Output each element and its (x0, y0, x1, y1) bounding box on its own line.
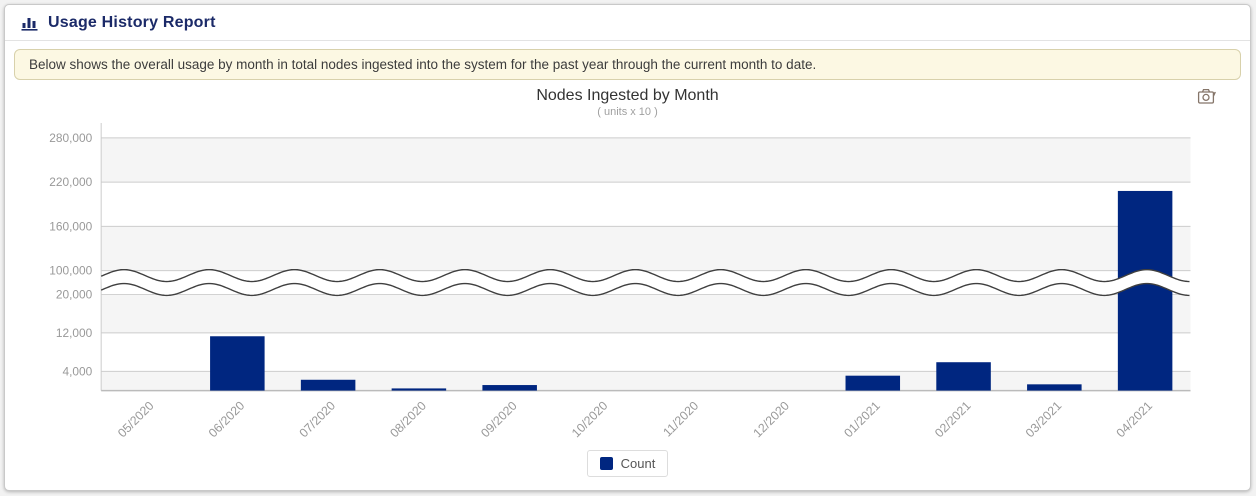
x-axis-label-01/2021: 01/2021 (841, 399, 883, 441)
x-axis-label-04/2021: 04/2021 (1114, 399, 1156, 441)
bar-06/2020[interactable] (210, 336, 265, 391)
y-axis-label: 280,000 (49, 131, 92, 145)
legend-item-count[interactable]: Count (586, 450, 669, 478)
chart-head: Nodes Ingested by Month ( units x 10 ) (5, 80, 1250, 118)
x-axis-label-05/2020: 05/2020 (115, 399, 157, 441)
bar-chart-canvas: 4,000 12,000 20,000 100,000 160,000 220,000 28… (49, 122, 1191, 441)
x-axis-label-09/2020: 09/2020 (478, 399, 520, 441)
x-axis-label-12/2020: 12/2020 (751, 399, 793, 441)
chart-title: Nodes Ingested by Month (536, 87, 719, 104)
x-axis-label-08/2020: 08/2020 (387, 399, 429, 441)
legend-row: Count (5, 450, 1250, 478)
bar-07/2020[interactable] (300, 379, 356, 391)
x-axis-label-07/2020: 07/2020 (297, 399, 339, 441)
y-axis-label: 4,000 (63, 364, 93, 378)
x-axis-label-10/2020: 10/2020 (569, 399, 611, 441)
x-axis-labels: 05/2020 06/2020 07/2020 08/2020 09/2020 10/20… (115, 399, 1155, 441)
legend-swatch (599, 457, 613, 471)
y-axis-labels: 4,000 12,000 20,000 100,000 160,000 220,000 28… (49, 131, 92, 379)
axis-break-wave (100, 268, 1191, 297)
bar-04/2021[interactable] (1117, 190, 1173, 391)
y-axis-label: 20,000 (56, 287, 93, 301)
save-as-image-camera-icon[interactable] (1196, 87, 1218, 109)
page-title: Usage History Report (48, 14, 216, 31)
info-banner-text: Below shows the overall usage by month i… (29, 57, 817, 72)
x-axis-label-03/2021: 03/2021 (1023, 399, 1065, 441)
y-axis-label: 220,000 (49, 175, 92, 189)
y-axis-label: 100,000 (49, 264, 92, 278)
bar-chart-icon (21, 15, 39, 31)
x-axis-label-02/2021: 02/2021 (932, 399, 974, 441)
x-axis-label-11/2020: 11/2020 (660, 399, 701, 440)
card-header: Usage History Report (5, 5, 1250, 41)
bar-01/2021[interactable] (845, 375, 901, 391)
bar-series-count (210, 190, 1173, 391)
bar-09/2020[interactable] (482, 385, 537, 391)
usage-history-card: Usage History Report Below shows the ove… (4, 4, 1251, 491)
y-axis-label: 12,000 (56, 326, 93, 340)
bar-03/2021[interactable] (1027, 384, 1082, 391)
split-area-bands (101, 137, 1191, 391)
bar-08/2020[interactable] (391, 388, 447, 391)
chart-subtitle: ( units x 10 ) (597, 106, 658, 118)
x-axis-label-06/2020: 06/2020 (206, 399, 248, 441)
chart-region: Nodes Ingested by Month ( units x 10 ) 4… (5, 80, 1250, 478)
y-axis-label: 160,000 (49, 219, 92, 233)
info-banner: Below shows the overall usage by month i… (14, 49, 1241, 80)
legend-label: Count (620, 456, 656, 472)
bar-02/2021[interactable] (936, 362, 991, 391)
